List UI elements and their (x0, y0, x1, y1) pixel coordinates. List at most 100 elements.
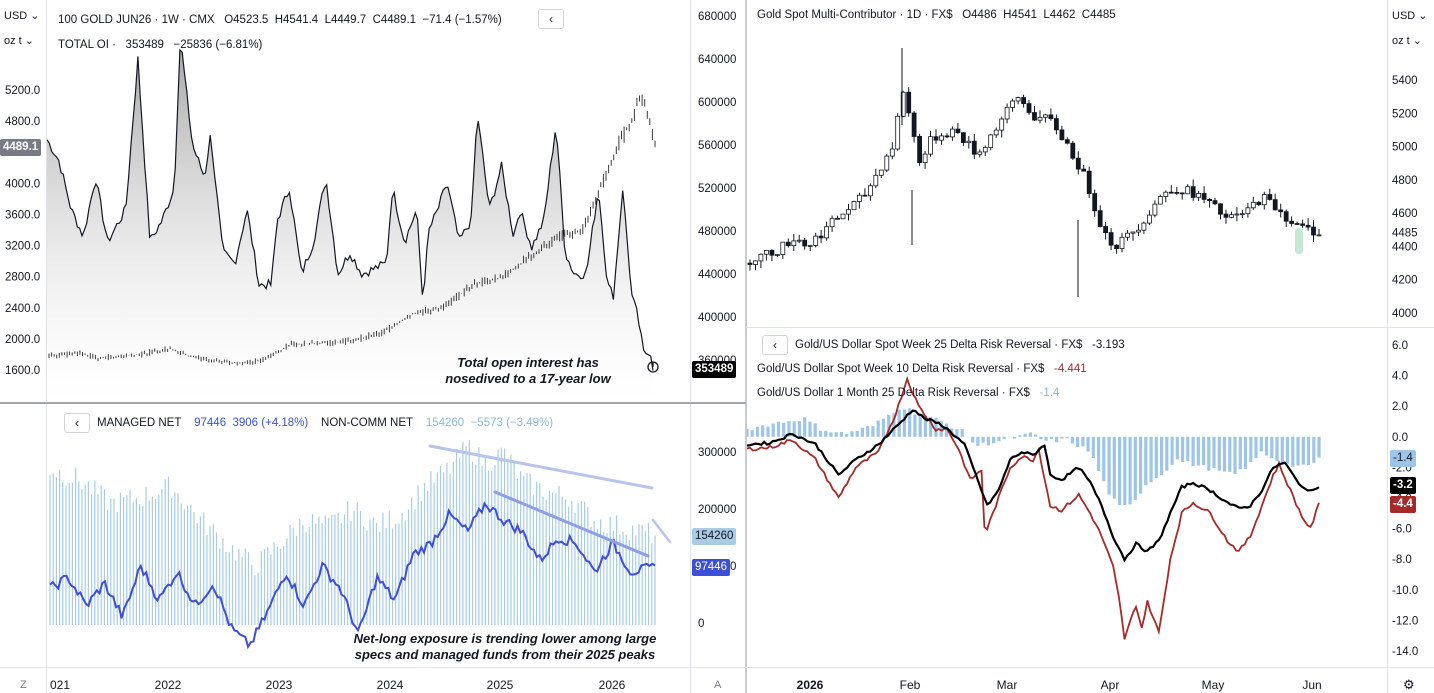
spot-candle (900, 91, 906, 117)
spot-highlight (1295, 228, 1303, 254)
left-top-svg: 5200.04800.04400.04000.03600.03200.02800… (5, 11, 736, 402)
z-scale-toggle[interactable]: Z (20, 679, 27, 691)
spot-candle (873, 174, 879, 187)
rr-bar (1044, 436, 1048, 441)
spot-candle (1311, 226, 1316, 236)
rr-bar (1023, 433, 1027, 437)
rr-bar (944, 423, 948, 437)
collapse-rr-legend-button[interactable]: ‹ (762, 335, 788, 355)
legend-oi: TOTAL OI · 353489 −25836 (−6.81%) (58, 39, 263, 51)
rr-black-last-label: -3.2 (1390, 477, 1416, 494)
spot-candle (769, 249, 775, 256)
legend-rr3: Gold/US Dollar 1 Month 25 Delta Risk Rev… (757, 387, 1060, 399)
spot-interval: 1D (906, 9, 922, 21)
spot-candle (840, 213, 846, 220)
left-time-axis-border (0, 667, 746, 668)
noncomm-change: −5573 (−3.49%) (470, 417, 554, 429)
unit-selector[interactable]: oz t ⌄ (4, 35, 35, 47)
rr-bar (834, 432, 838, 437)
rr-bar (1144, 436, 1148, 486)
oi-label[interactable]: TOTAL OI (58, 39, 109, 51)
rr-time-tick: Apr (1101, 678, 1120, 692)
rr-tick: 4.0 (1392, 371, 1408, 383)
price-tick: 4800.0 (5, 116, 40, 128)
rr-bar (971, 436, 975, 443)
rr-bar (1264, 436, 1269, 456)
rr-bar (1317, 436, 1321, 458)
rr-bar (1028, 432, 1032, 437)
currency-selector-right[interactable]: USD ⌄ (1392, 10, 1428, 22)
noncomm-last-label: 154260 (692, 528, 737, 545)
rr-bar (1301, 436, 1305, 465)
rr-bar (960, 428, 964, 437)
rr-bar (1181, 436, 1185, 462)
collapse-cot-legend-button[interactable]: ‹ (64, 413, 90, 433)
legend-cot: MANAGED NET 97446 3906 (+4.18%) NON-COMM… (97, 417, 553, 429)
rr-bar (1049, 436, 1053, 439)
spot-candle (1037, 117, 1043, 121)
rr-bar (813, 423, 817, 437)
oi-tick: 640000 (698, 54, 736, 66)
rr1-value: -3.193 (1092, 339, 1125, 351)
spot-candle (1048, 114, 1054, 120)
rr-red-last-label: -4.4 (1390, 496, 1416, 513)
spot-candle (1070, 142, 1076, 159)
rr-bar (1102, 436, 1106, 482)
spot-candle (1141, 222, 1147, 231)
rr-tick: -8.0 (1392, 554, 1412, 566)
rr-bar (1107, 436, 1111, 495)
price-last-label: 4489.1 (0, 139, 42, 156)
spot-candle (780, 241, 786, 255)
noncomm-label[interactable]: NON-COMM NET (321, 417, 414, 429)
spot-title[interactable]: Gold Spot Multi-Contributor (757, 9, 897, 21)
spot-tick: 4485 (1392, 227, 1418, 239)
spot-candle (807, 244, 813, 247)
rr-bar (1018, 435, 1022, 437)
legend-main: 100 GOLD JUN26 · 1W · CMX O4523.5 H4541.… (58, 14, 502, 26)
spot-candle (846, 209, 851, 215)
spot-candle (1092, 193, 1098, 212)
unit-selector-right[interactable]: oz t ⌄ (1392, 35, 1423, 47)
spot-candle (917, 135, 923, 163)
spot-candle (1256, 201, 1262, 206)
rr-time-tick: Jun (1302, 678, 1321, 692)
managed-label[interactable]: MANAGED NET (97, 417, 182, 429)
spot-candle (1300, 223, 1305, 226)
legend-rr1: Gold/US Dollar Spot Week 25 Delta Risk R… (795, 339, 1125, 351)
series-name[interactable]: 100 GOLD JUN26 (58, 14, 152, 26)
spot-candle (1163, 191, 1169, 197)
collapse-legend-button[interactable]: ‹ (538, 9, 564, 29)
rr3-label[interactable]: Gold/US Dollar 1 Month 25 Delta Risk Rev… (757, 387, 999, 399)
spot-candle (774, 254, 780, 256)
auto-scale-toggle[interactable]: A (714, 679, 722, 691)
rr1-label[interactable]: Gold/US Dollar Spot Week 25 Delta Risk R… (795, 339, 1052, 351)
rr-bar (855, 430, 859, 437)
rr-bar (1222, 436, 1227, 472)
spot-candle (1245, 207, 1251, 215)
settings-gear-icon[interactable]: ⚙ (1403, 677, 1415, 692)
rr-bar (1097, 436, 1101, 472)
rr2-label[interactable]: Gold/US Dollar Spot Week 10 Delta Risk R… (757, 363, 1014, 375)
rr-bar (829, 432, 833, 437)
spot-candle (955, 128, 961, 134)
rr-bar (1039, 436, 1043, 440)
ohlc-open: O4523.5 (224, 14, 269, 26)
chevron-left-icon: ‹ (773, 338, 777, 352)
spot-candle (966, 140, 972, 143)
spot-candle (1136, 229, 1141, 233)
rr-bar (1238, 436, 1242, 470)
oi-tick: 600000 (698, 97, 736, 109)
currency-selector[interactable]: USD ⌄ (4, 10, 40, 22)
rr-bar (866, 426, 870, 437)
spot-candle (982, 146, 988, 153)
spot-candle (1250, 201, 1256, 209)
annotation-oi-2: nosedived to a 17-year low (445, 371, 611, 386)
trend-arrow-right (651, 518, 672, 544)
chevron-down-icon: ⌄ (1418, 10, 1428, 22)
annotation-oi-1: Total open interest has (457, 355, 599, 370)
rr-bar (850, 431, 854, 437)
spot-candle (1174, 191, 1180, 194)
rr-bar (1296, 436, 1300, 466)
rr-bar (776, 421, 781, 437)
spot-candle (1097, 210, 1103, 227)
